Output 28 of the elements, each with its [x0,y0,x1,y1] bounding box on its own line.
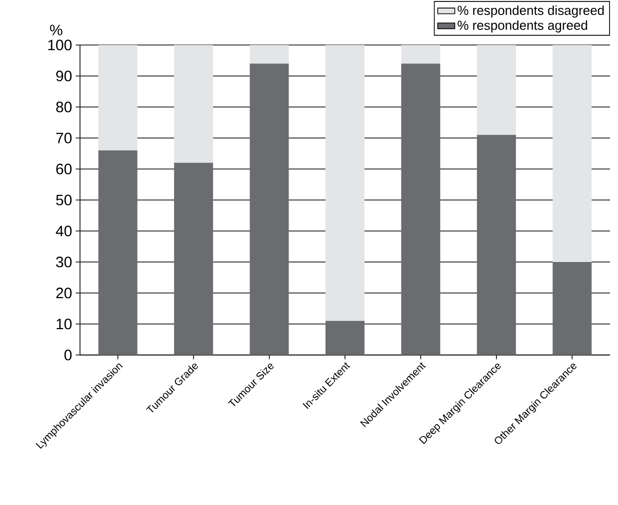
legend-label: % respondents disagreed [458,5,604,18]
bar [98,150,138,355]
bar [326,320,364,355]
y-tick-label: 100 [48,40,72,50]
y-tick-label: 90 [56,70,72,82]
bar [174,44,214,163]
y-tick-label: 10 [56,318,72,330]
y-tick-label: 60 [56,164,72,174]
bar [98,44,138,150]
bar [476,44,516,135]
bar [401,64,440,355]
bar [174,162,214,355]
bar [552,44,592,262]
y-axis-title: % [50,24,62,36]
bar [250,44,289,64]
bar [250,64,289,355]
y-tick-label: 80 [56,102,72,112]
y-tick-label: 30 [56,256,72,268]
bar [326,44,364,321]
bar [476,134,516,355]
y-tick-label: 20 [56,288,72,298]
y-tick-label: 0 [64,350,72,360]
y-tick-label: 50 [56,194,72,206]
legend-label: % respondents agreed [458,20,588,32]
y-tick-label: 40 [56,226,72,236]
y-tick-label: 70 [56,132,72,144]
bar [552,262,592,355]
bar [401,44,440,64]
